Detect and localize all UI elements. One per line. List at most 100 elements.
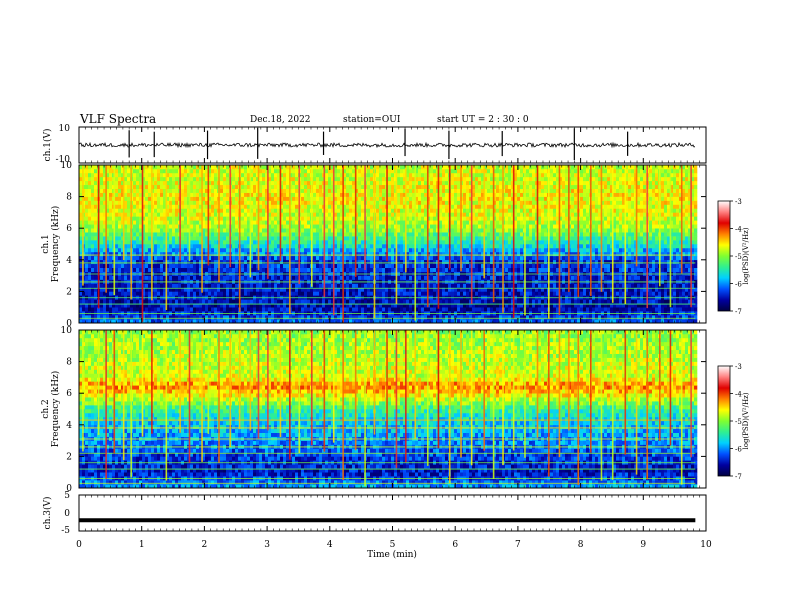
- spectrogram-cell: [370, 232, 374, 237]
- spectrogram-cell: [91, 240, 95, 245]
- spectrogram-cell: [439, 228, 443, 233]
- spectrogram-cell: [421, 275, 425, 280]
- spectrogram-cell: [160, 220, 164, 225]
- spectrogram-cell: [103, 259, 107, 265]
- spectrogram-cell: [118, 232, 122, 237]
- spectrogram-cell: [94, 275, 98, 280]
- spectrogram-cell: [445, 184, 449, 189]
- spectrogram-cell: [100, 172, 104, 178]
- spectrogram-cell: [301, 267, 305, 272]
- spectrogram-cell: [271, 303, 275, 308]
- spectrogram-cell: [334, 319, 338, 324]
- spectrogram-cell: [418, 216, 422, 221]
- spectrogram-cell: [412, 247, 416, 253]
- spectrogram-cell: [337, 220, 341, 225]
- spectrogram-cell: [352, 200, 356, 205]
- spectrogram-cell: [343, 259, 347, 265]
- spectrogram-cell: [241, 267, 245, 272]
- spectrogram-cell: [292, 228, 296, 233]
- spectrogram-cell: [421, 303, 425, 308]
- spectrogram-cell: [286, 200, 290, 205]
- spectrogram-cell: [184, 180, 188, 186]
- spectrogram-cell: [235, 176, 239, 182]
- spectrogram-cell: [289, 172, 293, 178]
- spectrogram-cell: [250, 192, 254, 197]
- spectrogram-cell: [103, 299, 107, 304]
- spectrogram-cell: [274, 192, 278, 197]
- spectrogram-cell: [313, 259, 317, 265]
- spectrogram-cell: [256, 259, 260, 265]
- spectrogram-cell: [328, 299, 332, 304]
- spectrogram-cell: [166, 204, 170, 209]
- spectrogram-cell: [334, 165, 338, 170]
- spectrogram-cell: [304, 244, 308, 249]
- spectrogram-cell: [391, 168, 395, 174]
- spectrogram-cell: [235, 259, 239, 265]
- spectrogram-cell: [292, 287, 296, 292]
- spectrogram-cell: [223, 168, 227, 174]
- spectrogram-cell: [289, 220, 293, 225]
- spectrogram-cell: [136, 204, 140, 209]
- spectrogram-cell: [139, 275, 143, 280]
- spectrogram-cell: [214, 236, 218, 241]
- spectrogram-cell: [193, 251, 197, 257]
- spectrogram-cell: [376, 172, 380, 178]
- spectrogram-cell: [91, 291, 95, 296]
- spectrogram-cell: [256, 299, 260, 304]
- spectrogram-cell: [424, 287, 428, 292]
- spectrogram-cell: [433, 220, 437, 225]
- spectrogram-cell: [340, 263, 344, 268]
- spectrogram-cell: [307, 247, 311, 253]
- spectrogram-cell: [433, 287, 437, 292]
- spectrogram-cell: [169, 188, 173, 193]
- spectrogram-cell: [391, 287, 395, 292]
- spectrogram-cell: [316, 184, 320, 189]
- spectrogram-cell: [184, 184, 188, 189]
- spectrogram-cell: [358, 287, 362, 292]
- spectrogram-cell: [184, 208, 188, 213]
- spectrogram-cell: [334, 255, 338, 261]
- spectrogram-cell: [304, 165, 308, 170]
- spectrogram-cell: [220, 244, 224, 249]
- spectrogram-cell: [427, 184, 431, 189]
- spectrogram-cell: [259, 251, 263, 257]
- spectrogram-cell: [220, 216, 224, 221]
- spectrogram-cell: [289, 299, 293, 304]
- spectrogram-cell: [301, 220, 305, 225]
- spectrogram-cell: [367, 319, 371, 324]
- spectrogram-cell: [343, 267, 347, 272]
- spectrogram-cell: [346, 244, 350, 249]
- spectrogram-cell: [133, 259, 137, 265]
- spectrogram-cell: [340, 275, 344, 280]
- spectrogram-cell: [79, 263, 83, 268]
- spectrogram-cell: [295, 196, 299, 201]
- spectrogram-cell: [367, 315, 371, 320]
- spectrogram-cell: [448, 303, 452, 308]
- spectrogram-cell: [439, 196, 443, 201]
- spectrogram-cell: [91, 283, 95, 288]
- spectrogram-cell: [166, 232, 170, 237]
- spectrogram-cell: [241, 287, 245, 292]
- spectrogram-cell: [259, 216, 263, 221]
- spectrogram-cell: [406, 208, 410, 213]
- spectrogram-cell: [295, 251, 299, 257]
- spectrogram-cell: [361, 303, 365, 308]
- spectrogram-cell: [418, 307, 422, 312]
- spectrogram-cell: [178, 259, 182, 265]
- spectrogram-cell: [91, 188, 95, 193]
- spectrogram-cell: [421, 291, 425, 296]
- spectrogram-cell: [202, 176, 206, 182]
- spectrogram-cell: [163, 267, 167, 272]
- spectrogram-cell: [370, 267, 374, 272]
- spectrogram-cell: [208, 200, 212, 205]
- spectrogram-cell: [313, 275, 317, 280]
- spectrogram-cell: [193, 200, 197, 205]
- spectrogram-cell: [397, 196, 401, 201]
- spectrogram-cell: [289, 180, 293, 186]
- spectrogram-cell: [178, 275, 182, 280]
- spectrogram-cell: [379, 188, 383, 193]
- spectrogram-cell: [352, 275, 356, 280]
- spectrogram-cell: [241, 240, 245, 245]
- spectrogram-cell: [100, 240, 104, 245]
- spectrogram-cell: [220, 255, 224, 261]
